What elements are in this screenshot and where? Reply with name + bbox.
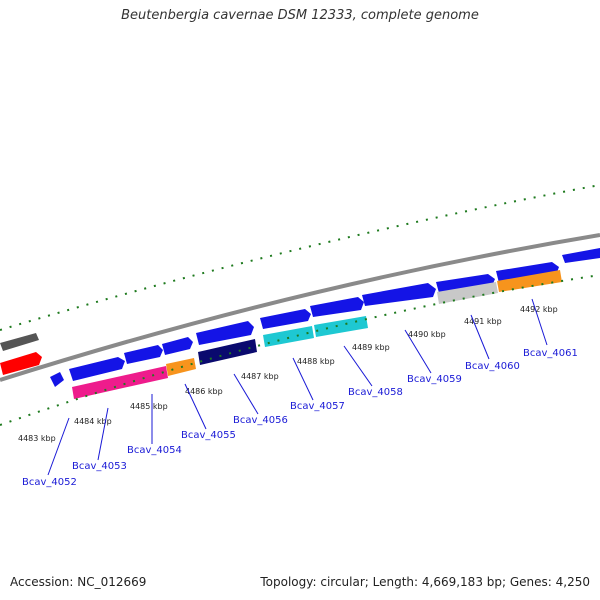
annotation-pink [72, 366, 168, 399]
gene-label-bcav-4052: Bcav_4052 [22, 477, 77, 488]
kbp-label: 4488 kbp [297, 357, 335, 366]
feature-bcav-4055 [162, 337, 193, 355]
feature-bcav-4059 [362, 283, 436, 306]
gene-label-bcav-4055: Bcav_4055 [181, 430, 236, 441]
leader-bcav-4055 [184, 383, 207, 430]
feature-partial-right [562, 248, 600, 263]
feature-bcav-4053 [69, 357, 125, 381]
kbp-label: 4492 kbp [520, 305, 558, 314]
kbp-label: 4489 kbp [352, 343, 390, 352]
kbp-label: 4487 kbp [241, 372, 279, 381]
leader-bcav-4053 [97, 407, 109, 461]
feature-bcav-4060 [436, 274, 495, 293]
gene-label-bcav-4054: Bcav_4054 [127, 445, 182, 456]
feature-bcav-4052 [50, 372, 64, 387]
kbp-label: 4485 kbp [130, 402, 168, 411]
gene-label-bcav-4056: Bcav_4056 [233, 415, 288, 426]
map-title: Beutenbergia cavernae DSM 12333, complet… [121, 8, 479, 23]
kbp-label: 4484 kbp [74, 417, 112, 426]
feature-bcav-4057 [260, 309, 311, 329]
gene-labels: Bcav_4052 Bcav_4053 Bcav_4054 Bcav_4055 … [22, 348, 578, 488]
feature-bcav-4056 [196, 321, 254, 345]
annotation-navy [198, 339, 257, 365]
gene-label-bcav-4059: Bcav_4059 [407, 374, 462, 385]
gene-label-bcav-4060: Bcav_4060 [465, 361, 520, 372]
leader-bcav-4056 [233, 373, 259, 415]
leader-bcav-4058 [343, 345, 373, 387]
annotation-orange-2 [497, 270, 562, 292]
leader-bcav-4057 [292, 357, 314, 401]
kbp-labels: 4483 kbp 4484 kbp 4485 kbp 4486 kbp 4487… [18, 305, 558, 443]
accession-text: Accession: NC_012669 [10, 575, 147, 589]
genome-backbone [0, 233, 600, 382]
leader-lines [47, 298, 548, 476]
kbp-label: 4490 kbp [408, 330, 446, 339]
feature-red-partial [0, 352, 42, 375]
leader-bcav-4052 [47, 417, 70, 476]
leader-bcav-4059 [404, 329, 432, 374]
gene-label-bcav-4053: Bcav_4053 [72, 461, 127, 472]
feature-gray-partial [0, 333, 39, 351]
kbp-label: 4483 kbp [18, 434, 56, 443]
feature-bcav-4061 [496, 262, 559, 283]
gene-label-bcav-4061: Bcav_4061 [523, 348, 578, 359]
annotation-cyan-1 [263, 326, 314, 347]
upper-track [0, 248, 600, 387]
leader-bcav-4061 [531, 298, 548, 346]
kbp-label: 4486 kbp [185, 387, 223, 396]
gene-label-bcav-4057: Bcav_4057 [290, 401, 345, 412]
outer-tick-arc [0, 184, 600, 331]
annotation-cyan-2 [314, 316, 368, 337]
topology-text: Topology: circular; Length: 4,669,183 bp… [260, 575, 590, 589]
leader-bcav-4060 [470, 314, 490, 360]
kbp-label: 4491 kbp [464, 317, 502, 326]
feature-bcav-4054 [124, 345, 163, 364]
feature-bcav-4058 [310, 297, 364, 317]
gene-label-bcav-4058: Bcav_4058 [348, 387, 403, 398]
annotation-gray [437, 282, 498, 304]
